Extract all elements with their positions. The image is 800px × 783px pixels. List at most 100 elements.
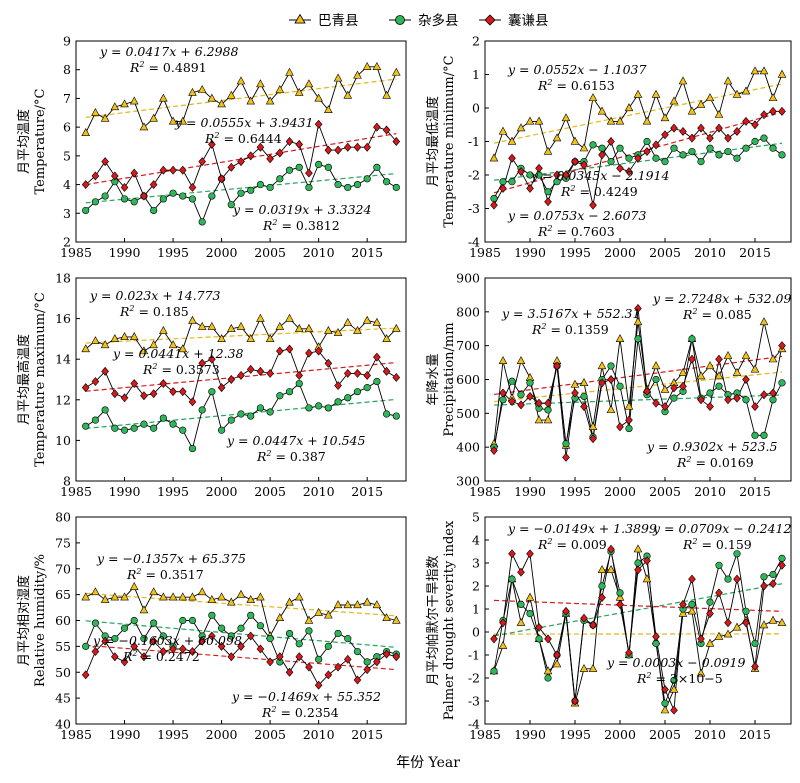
x-tick-label: 2000 [206,484,238,499]
data-point [489,153,499,162]
data-point [706,402,714,412]
data-point [760,573,768,581]
data-point [324,610,333,619]
data-point [276,175,284,183]
data-point [516,617,526,626]
data-point [507,136,517,145]
data-point [670,394,678,402]
data-point [759,620,769,629]
data-point [305,168,313,178]
data-point [642,574,652,583]
data-point [237,624,245,632]
data-point [315,655,323,663]
data-point [714,109,724,118]
data-point [120,624,129,632]
data-point [553,361,561,371]
data-point [499,183,507,193]
data-point [670,676,678,684]
trend-equation: y = −0.0149x + 1.3899 [507,521,657,536]
data-point [570,136,580,145]
data-point [110,592,120,601]
data-point [526,609,534,618]
data-point [178,165,187,175]
data-point [285,629,294,638]
data-point [733,154,741,162]
data-point [198,157,206,167]
data-point [751,137,759,146]
data-point [285,344,294,354]
data-point [140,420,148,428]
data-point [188,616,197,625]
data-point [217,426,226,434]
data-point [333,327,343,336]
trend-equation: y = 0.0417x + 6.2988 [99,44,238,59]
data-point [139,122,149,131]
data-point [363,175,371,183]
data-point [353,600,362,609]
trend-equation: y = 0.0447x + 10.545 [226,433,365,448]
data-point [777,617,787,626]
y-tick-label: -1 [468,134,480,149]
data-point [178,387,187,397]
data-point [516,356,526,364]
data-point [120,182,129,192]
data-point [353,675,362,685]
data-point [544,674,552,682]
data-point [499,618,507,628]
data-point [778,341,786,351]
plot-frame [75,40,407,243]
y-tick-label: 60 [55,613,71,628]
data-point [207,93,217,102]
y-tick-label: 16 [55,311,71,326]
data-point [237,189,245,197]
data-point [100,340,110,349]
data-point [392,183,400,192]
data-point [373,352,381,362]
data-point [110,334,120,343]
data-point [305,627,313,635]
x-tick-label: 2010 [694,727,726,742]
legend-marker-circle-icon [395,15,405,25]
data-point [741,86,751,95]
x-tick-label: 2000 [206,727,238,742]
plot-frame [484,516,792,725]
data-point [616,382,624,390]
data-point [91,619,100,627]
data-point [129,332,139,340]
data-point [295,652,304,662]
data-point [120,426,129,434]
data-point [382,366,391,376]
data-point [382,410,391,418]
data-point [295,139,304,149]
data-point [373,163,381,171]
data-point [168,116,178,125]
x-tick-label: 1985 [60,727,92,742]
data-point [715,123,723,133]
data-point [276,148,284,158]
legend-label: 巴青县 [318,13,359,29]
data-point [589,200,597,210]
data-point [769,579,777,589]
y-tick-label: 600 [456,372,480,387]
trend-line [493,599,783,612]
data-point [226,90,236,99]
data-point [705,638,715,647]
data-point [188,444,197,453]
data-point [333,73,343,82]
data-point [660,113,670,122]
data-point [344,635,352,643]
data-point [111,424,119,432]
data-point [760,390,768,400]
data-point [643,137,651,146]
data-point [208,631,216,641]
data-point [324,404,332,412]
data-point [324,145,333,155]
data-point [778,151,786,159]
x-axis-title: 年份 Year [396,755,460,771]
legend: 巴青县 杂多县 囊谦县 [289,12,549,29]
data-point [688,574,696,584]
data-point [314,607,323,616]
data-point [625,167,633,177]
data-point [363,658,371,666]
